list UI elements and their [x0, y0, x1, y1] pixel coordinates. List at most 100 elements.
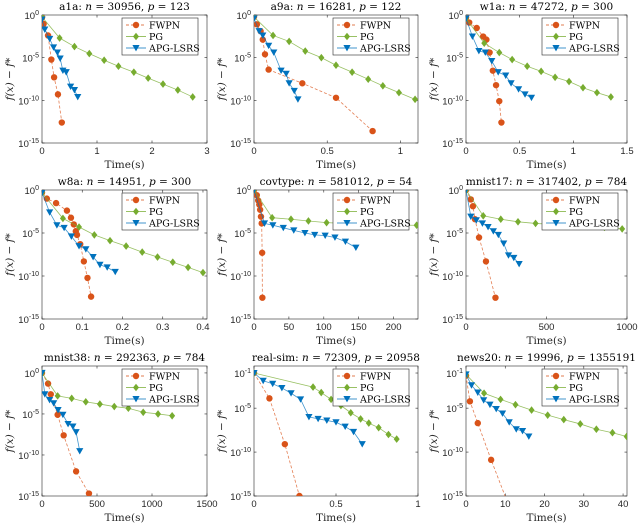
y-tick-exponent: 0 — [247, 10, 251, 17]
legend-label: FWPN — [569, 21, 600, 32]
y-tick-label: 10-10 — [442, 95, 463, 107]
title-part: = 122 — [366, 1, 402, 13]
data-point-PG — [560, 415, 567, 424]
data-point-PG — [269, 213, 276, 222]
data-point-PG — [365, 75, 372, 83]
data-point-PG — [139, 248, 146, 256]
data-point-PG — [609, 428, 616, 437]
y-tick-base: 10 — [230, 492, 241, 503]
y-tick-base: 10 — [18, 451, 29, 462]
data-point-APG-LSRS — [53, 222, 61, 229]
y-tick-label: 10-10 — [442, 447, 463, 459]
y-tick-label: 100 — [237, 185, 252, 197]
title-part: = 123 — [154, 1, 190, 13]
data-point-APG-LSRS — [294, 96, 302, 103]
y-tick-base: 10 — [230, 139, 241, 150]
data-point-APG-LSRS — [521, 91, 529, 98]
title-part: p — [377, 176, 384, 188]
data-point-APG-LSRS — [475, 48, 483, 55]
legend-label: APG-LSRS — [148, 44, 200, 55]
legend-marker-FWPN — [552, 21, 560, 29]
data-point-PG — [623, 432, 627, 441]
title-part: = 1355191 — [574, 352, 636, 364]
legend-label: PG — [149, 383, 163, 394]
title-part: = 47272, — [515, 1, 571, 13]
data-point-APG-LSRS — [278, 384, 286, 392]
x-tick-label: 1000 — [141, 499, 162, 510]
y-tick-label: 10-5 — [22, 409, 39, 421]
data-point-FWPN — [85, 490, 93, 496]
y-tick-exponent: 0 — [35, 185, 39, 192]
y-tick-exponent: -10 — [29, 271, 39, 278]
data-point-FWPN — [492, 294, 499, 301]
y-tick-exponent: -15 — [241, 314, 251, 321]
y-tick-base: 10 — [18, 315, 29, 326]
x-tick-label: 100 — [316, 322, 332, 333]
title-part: = 784 — [170, 352, 206, 364]
series-group — [466, 15, 614, 126]
y-axis-label: f(x) − f* — [216, 232, 228, 276]
legend-label: APG-LSRS — [359, 395, 411, 406]
y-axis-label: f(x) − f* — [4, 57, 16, 101]
data-point-PG — [393, 435, 400, 443]
data-point-PG — [140, 408, 147, 417]
legend-label: PG — [360, 32, 374, 43]
y-tick-label: 10-15 — [18, 314, 39, 326]
title-part: real-sim: — [252, 352, 302, 364]
y-tick-label: 10-5 — [234, 228, 251, 240]
x-tick-label: 200 — [386, 322, 402, 333]
series-group — [466, 370, 627, 496]
data-point-PG — [323, 218, 330, 227]
title-part: p — [149, 176, 156, 188]
legend-label: PG — [569, 383, 583, 394]
data-point-APG-LSRS — [59, 411, 67, 419]
data-point-APG-LSRS — [62, 69, 70, 76]
data-point-APG-LSRS — [494, 69, 502, 76]
data-point-APG-LSRS — [468, 33, 477, 40]
data-point-PG — [169, 258, 176, 267]
data-point-APG-LSRS — [67, 83, 75, 91]
legend-label: PG — [149, 207, 163, 218]
x-tick-label: 0.3 — [156, 322, 169, 333]
legend-label: APG-LSRS — [568, 219, 620, 230]
data-point-FWPN — [44, 380, 52, 387]
y-axis-label: f(x) − f* — [428, 409, 440, 453]
y-tick-base: 10 — [25, 11, 36, 22]
data-point-APG-LSRS — [277, 67, 285, 75]
data-point-FWPN — [469, 203, 477, 210]
data-point-APG-LSRS — [510, 254, 518, 262]
data-point-PG — [379, 82, 386, 90]
series-group — [254, 369, 400, 496]
data-point-PG — [76, 223, 83, 231]
legend-label: APG-LSRS — [359, 44, 411, 55]
data-point-APG-LSRS — [70, 87, 79, 94]
y-axis-label: f(x) − f* — [4, 409, 16, 453]
x-tick-label: 0 — [463, 146, 468, 157]
data-point-APG-LSRS — [514, 86, 523, 93]
title-part: news20: — [457, 352, 505, 364]
x-tick-label: 40 — [618, 499, 629, 510]
subplot-title: real-sim: n = 72309, p = 20958 — [252, 352, 420, 364]
y-tick-base: 10 — [230, 315, 241, 326]
data-point-FWPN — [466, 398, 474, 405]
x-tick-label: 3 — [204, 146, 209, 157]
legend-marker-FWPN — [343, 372, 351, 380]
legend-marker-APG-LSRS — [552, 220, 560, 227]
data-point-PG — [123, 242, 130, 250]
x-tick-label: 500 — [89, 499, 105, 510]
y-tick-base: 10 — [22, 410, 33, 421]
data-point-PG — [496, 48, 503, 57]
title-part: = 30956, — [92, 1, 148, 13]
y-axis-label: f(x) − f* — [428, 57, 440, 101]
legend-label: APG-LSRS — [148, 219, 200, 230]
x-tick-label: 0.5 — [329, 499, 342, 510]
y-tick-base: 10 — [442, 448, 453, 459]
series-group — [42, 15, 196, 126]
y-tick-exponent: -15 — [29, 491, 39, 498]
data-point-PG — [318, 53, 325, 62]
